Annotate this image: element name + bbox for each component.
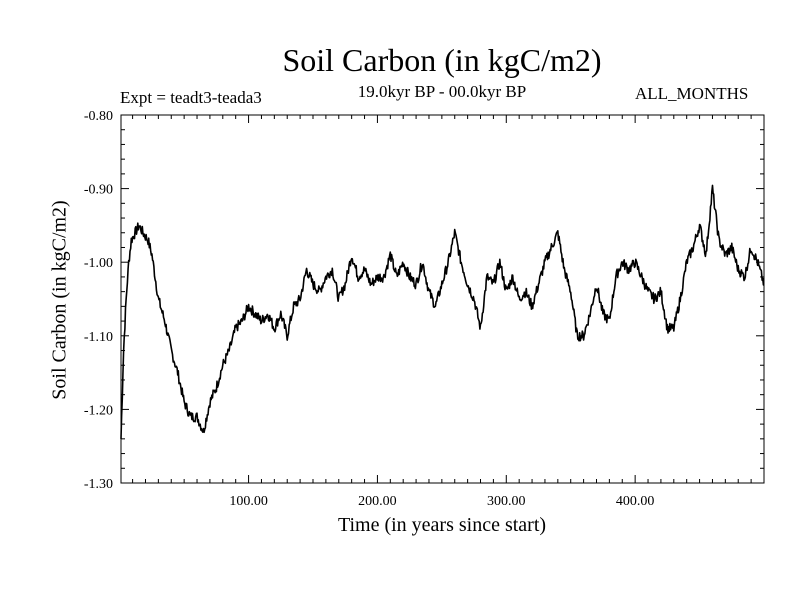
x-tick-label: 100.00	[229, 494, 268, 509]
plot-frame	[120, 114, 765, 484]
y-tick-label: -1.30	[84, 477, 113, 492]
months-label: ALL_MONTHS	[635, 84, 749, 103]
x-tick-label: 300.00	[487, 494, 526, 509]
y-tick-label: -1.00	[84, 256, 113, 271]
x-tick-label: 400.00	[616, 494, 655, 509]
y-tick-label: -0.90	[84, 183, 113, 198]
series-line-soil-carbon	[120, 184, 765, 439]
chart-title: Soil Carbon (in kgC/m2)	[282, 42, 602, 78]
y-tick-label: -1.10	[84, 330, 113, 345]
x-axis-label: Time (in years since start)	[337, 514, 547, 536]
period-subtitle: 19.0kyr BP - 00.0kyr BP	[357, 82, 527, 101]
y-tick-label: -0.80	[84, 109, 113, 124]
experiment-label: Expt = teadt3-teada3	[120, 88, 262, 107]
y-tick-label: -1.20	[84, 403, 113, 418]
x-tick-label: 200.00	[358, 494, 397, 509]
